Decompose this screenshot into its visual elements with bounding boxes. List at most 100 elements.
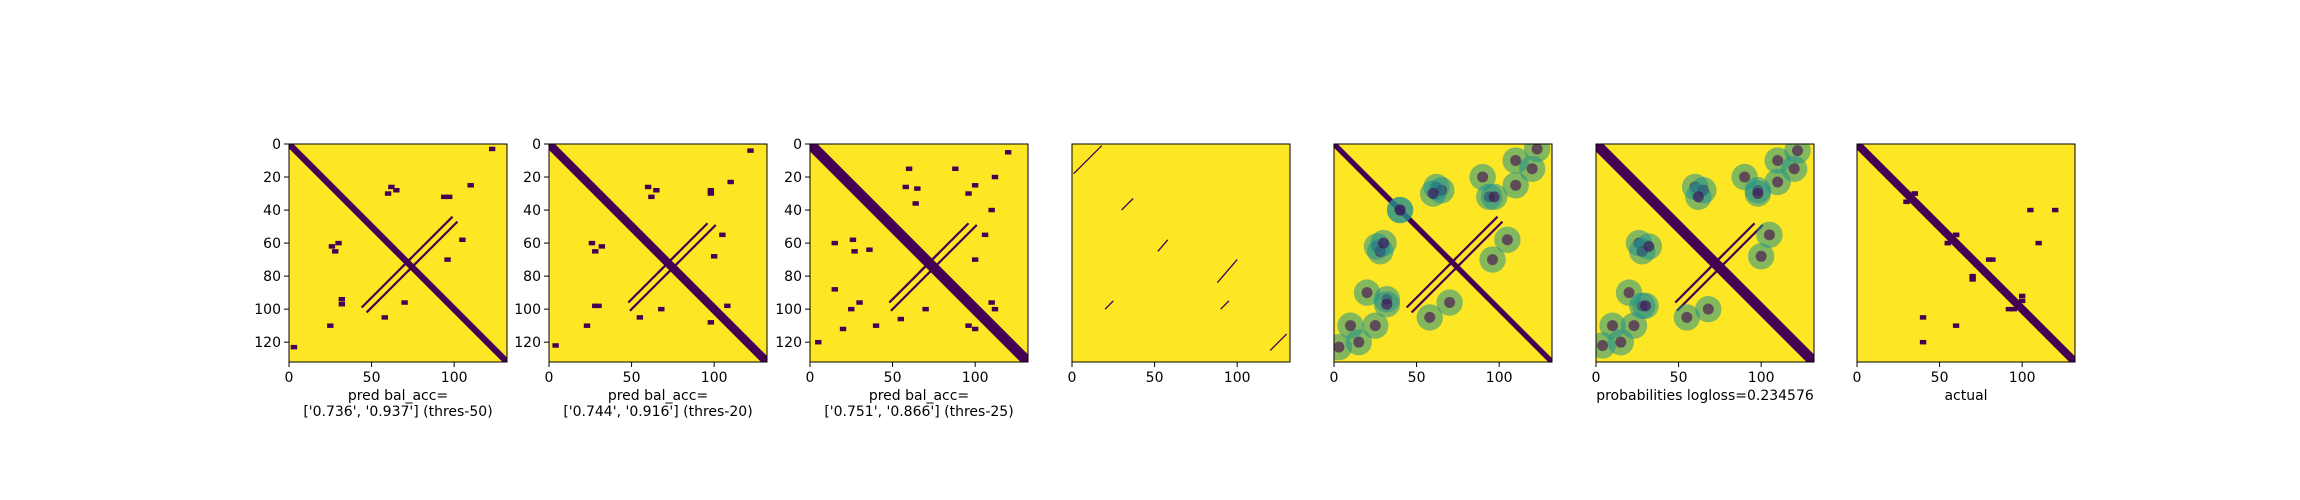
contact-blob (488, 146, 496, 152)
x-tick-label: 50 (1931, 370, 1949, 386)
probability-core (1334, 341, 1345, 353)
x-tick-label: 50 (1408, 370, 1426, 386)
x-tick-label: 0 (1853, 370, 1862, 386)
contact-blob (1989, 257, 1996, 262)
probability-core (1427, 188, 1439, 200)
contact-blob (1985, 257, 1993, 262)
probability-core (1597, 339, 1609, 351)
contact-blob (338, 297, 346, 302)
x-tick-label: 50 (1670, 370, 1688, 386)
contact-blob (592, 249, 599, 254)
contact-blob (598, 244, 606, 249)
probability-core (1477, 171, 1489, 183)
heatmap-panel-4: 0 50 100 (1068, 143, 1291, 386)
axes-frame (1595, 143, 1815, 363)
probability-core (1488, 191, 1500, 203)
contact-blob (991, 306, 999, 312)
contact-blob (583, 323, 591, 328)
contact-blob (856, 300, 863, 305)
contact-segment (1121, 198, 1134, 211)
probability-core (1772, 155, 1784, 167)
heatmap-panel-5: 0 50 100 (1330, 143, 1553, 386)
y-tick-label: 40 (263, 203, 281, 219)
parallel-strand (890, 260, 942, 312)
probability-core (1739, 171, 1751, 183)
panel-caption: actual (1944, 388, 1987, 404)
probability-core (1615, 336, 1627, 348)
contact-blob (2060, 348, 2067, 353)
contact-blob (902, 184, 909, 190)
probability-core (1643, 240, 1655, 252)
contact-blob (653, 188, 660, 193)
probability-core (1692, 191, 1704, 203)
axes-frame (288, 143, 508, 363)
contact-blob (327, 323, 334, 328)
y-tick-label: 40 (784, 203, 802, 219)
parallel-strand (1674, 252, 1726, 304)
axes-frame (1856, 143, 2076, 363)
probability-core (1791, 145, 1803, 157)
panel-caption: pred bal_acc= (348, 388, 448, 404)
contact-blob (381, 315, 388, 320)
parallel-strand (888, 252, 940, 304)
probability-core (1640, 300, 1652, 312)
y-tick-label: 120 (775, 335, 802, 351)
probability-core (1531, 144, 1543, 155)
y-tick-label: 120 (254, 335, 281, 351)
contact-blob (707, 320, 715, 325)
y-tick-label: 0 (793, 137, 802, 153)
contact-blob (952, 166, 959, 172)
contact-blob (1004, 150, 1012, 155)
probability-core (1788, 163, 1800, 175)
contact-blob (988, 207, 995, 213)
contact-blob (1969, 273, 1976, 279)
probability-core (1702, 303, 1714, 315)
y-tick-label: 80 (523, 269, 541, 285)
probability-core (1681, 311, 1693, 323)
probability-core (1501, 234, 1513, 246)
contact-blob (290, 344, 298, 350)
contact-segment (1104, 300, 1114, 310)
contact-blob (815, 339, 822, 345)
contact-blob (849, 237, 857, 243)
contact-blob (971, 326, 979, 332)
contact-blob (332, 249, 339, 254)
probability-core (1487, 254, 1499, 266)
x-tick-label: 100 (1486, 370, 1513, 386)
contact-blob (991, 174, 999, 180)
contact-blob (444, 257, 451, 262)
contact-blob (2018, 293, 2026, 299)
contact-blob (965, 323, 972, 328)
contact-blob (719, 232, 726, 238)
probability-core (1394, 204, 1406, 216)
contact-blob (592, 303, 599, 309)
probability-core (1381, 298, 1393, 310)
contact-blob (905, 166, 913, 172)
y-tick-label: 100 (514, 302, 541, 318)
contact-blob (922, 306, 929, 312)
probability-core (1378, 237, 1390, 249)
contact-blob (658, 306, 665, 312)
parallel-strand (1676, 260, 1728, 312)
x-tick-label: 100 (2009, 370, 2036, 386)
contact-blob (393, 188, 400, 193)
parallel-strand (360, 257, 412, 309)
contact-blob (2005, 306, 2013, 312)
y-tick-label: 100 (254, 302, 281, 318)
contact-blob (2018, 298, 2026, 304)
contact-blob (1952, 323, 1960, 328)
x-tick-label: 0 (545, 370, 554, 386)
contact-blob (707, 188, 715, 193)
x-tick-label: 0 (1330, 370, 1339, 386)
panel-caption: pred bal_acc= (869, 388, 969, 404)
contact-segment (1216, 259, 1238, 284)
contact-segment (1220, 300, 1230, 310)
panel-caption: probabilities logloss=0.234576 (1596, 388, 1814, 404)
contact-blob (388, 184, 395, 190)
axes-frame (548, 143, 768, 363)
heatmap-panel-1: 0 50 100 0 20 40 60 80 100 120 pred bal_acc=['0.73… (254, 137, 508, 420)
y-tick-label: 80 (263, 269, 281, 285)
contact-blob (441, 194, 448, 200)
probability-core (1361, 287, 1373, 299)
contact-blob (831, 240, 838, 246)
